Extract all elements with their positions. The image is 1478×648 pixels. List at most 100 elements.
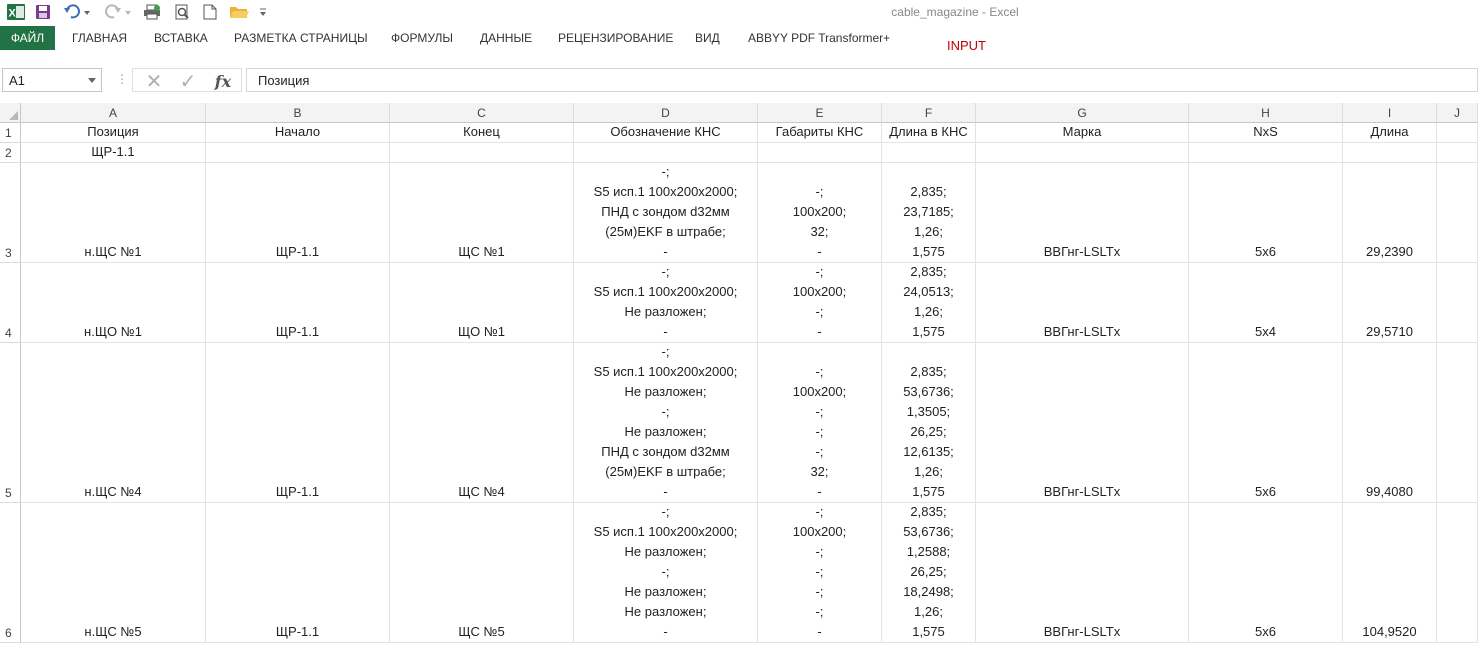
cell-d2[interactable] [574,143,758,163]
select-all-button[interactable] [0,103,21,123]
cell-g3[interactable]: ВВГнг-LSLTx [976,163,1189,263]
cell-b6[interactable]: ЩР-1.1 [206,503,390,643]
cell-a4[interactable]: н.ЩО №1 [21,263,206,343]
cell-i4[interactable]: 29,5710 [1343,263,1437,343]
row-header-3[interactable]: 3 [0,163,21,263]
column-header-j[interactable]: J [1437,103,1478,123]
cell-e3[interactable]: -; 100x200; 32; - [758,163,882,263]
column-header-e[interactable]: E [758,103,882,123]
cell-h1[interactable]: NxS [1189,123,1343,143]
column-header-h[interactable]: H [1189,103,1343,123]
name-box[interactable]: A1 [2,68,102,92]
print-preview-icon[interactable] [172,3,192,21]
cell-d5[interactable]: -; S5 исп.1 100x200x2000; Не разложен; -… [574,343,758,503]
cell-e1[interactable]: Габариты КНС [758,123,882,143]
cell-i5[interactable]: 99,4080 [1343,343,1437,503]
chevron-down-icon[interactable] [88,78,96,83]
insert-function-icon[interactable]: fx [214,71,232,91]
cell-f6[interactable]: 2,835; 53,6736; 1,2588; 26,25; 18,2498; … [882,503,976,643]
cell-d6[interactable]: -; S5 исп.1 100x200x2000; Не разложен; -… [574,503,758,643]
cell-g6[interactable]: ВВГнг-LSLTx [976,503,1189,643]
cell-j5[interactable] [1437,343,1478,503]
cell-c3[interactable]: ЩС №1 [390,163,574,263]
cell-j1[interactable] [1437,123,1478,143]
row-header-2[interactable]: 2 [0,143,21,163]
cell-g2[interactable] [976,143,1189,163]
enter-icon[interactable]: ✓ [179,70,197,93]
undo-icon[interactable] [62,3,92,21]
column-header-g[interactable]: G [976,103,1189,123]
tab-view[interactable]: ВИД [695,31,720,45]
cell-h6[interactable]: 5x6 [1189,503,1343,643]
cell-i1[interactable]: Длина [1343,123,1437,143]
column-header-a[interactable]: A [21,103,206,123]
column-header-f[interactable]: F [882,103,976,123]
new-document-icon[interactable] [200,3,220,21]
cell-f5[interactable]: 2,835; 53,6736; 1,3505; 26,25; 12,6135; … [882,343,976,503]
quick-print-icon[interactable] [142,3,162,21]
cancel-icon[interactable]: ✕ [145,70,163,93]
column-header-c[interactable]: C [390,103,574,123]
cell-g4[interactable]: ВВГнг-LSLTx [976,263,1189,343]
cell-i3[interactable]: 29,2390 [1343,163,1437,263]
redo-icon[interactable] [103,3,133,21]
cell-f2[interactable] [882,143,976,163]
cell-e2[interactable] [758,143,882,163]
tab-home[interactable]: ГЛАВНАЯ [72,31,128,45]
row-header-4[interactable]: 4 [0,263,21,343]
cell-h2[interactable] [1189,143,1343,163]
row-header-6[interactable]: 6 [0,503,21,643]
cell-a5[interactable]: н.ЩС №4 [21,343,206,503]
tab-file[interactable]: ФАЙЛ [0,26,55,50]
tab-page-layout[interactable]: РАЗМЕТКА СТРАНИЦЫ [234,31,368,45]
formula-input[interactable]: Позиция [246,68,1478,92]
cell-b3[interactable]: ЩР-1.1 [206,163,390,263]
tab-abbyy[interactable]: ABBYY PDF Transformer+ [748,31,891,45]
cell-c4[interactable]: ЩО №1 [390,263,574,343]
tab-formulas[interactable]: ФОРМУЛЫ [391,31,454,45]
cell-b4[interactable]: ЩР-1.1 [206,263,390,343]
formula-bar-grip[interactable]: ⋮ [116,72,128,86]
tab-review[interactable]: РЕЦЕНЗИРОВАНИЕ [558,31,674,45]
cell-j2[interactable] [1437,143,1478,163]
cell-e5[interactable]: -; 100x200; -; -; -; 32; - [758,343,882,503]
tab-input[interactable]: INPUT [947,38,986,53]
cell-a2[interactable]: ЩР-1.1 [21,143,206,163]
open-folder-icon[interactable] [228,3,250,21]
cell-f4[interactable]: 2,835; 24,0513; 1,26; 1,575 [882,263,976,343]
column-header-b[interactable]: B [206,103,390,123]
row-header-1[interactable]: 1 [0,123,21,143]
cell-e4[interactable]: -; 100x200; -; - [758,263,882,343]
cell-a6[interactable]: н.ЩС №5 [21,503,206,643]
cell-a1[interactable]: Позиция [21,123,206,143]
cell-j4[interactable] [1437,263,1478,343]
cell-h3[interactable]: 5x6 [1189,163,1343,263]
cell-h5[interactable]: 5x6 [1189,343,1343,503]
cell-j3[interactable] [1437,163,1478,263]
cell-c5[interactable]: ЩС №4 [390,343,574,503]
cell-c6[interactable]: ЩС №5 [390,503,574,643]
cell-f3[interactable]: 2,835; 23,7185; 1,26; 1,575 [882,163,976,263]
cell-a3[interactable]: н.ЩС №1 [21,163,206,263]
cell-d4[interactable]: -; S5 исп.1 100x200x2000; Не разложен; - [574,263,758,343]
cell-d3[interactable]: -; S5 исп.1 100x200x2000; ПНД с зондом d… [574,163,758,263]
save-icon[interactable] [33,3,53,21]
cell-g5[interactable]: ВВГнг-LSLTx [976,343,1189,503]
cell-b2[interactable] [206,143,390,163]
row-header-5[interactable]: 5 [0,343,21,503]
tab-insert[interactable]: ВСТАВКА [154,31,208,45]
cell-d1[interactable]: Обозначение КНС [574,123,758,143]
cell-i2[interactable] [1343,143,1437,163]
cell-j6[interactable] [1437,503,1478,643]
column-header-d[interactable]: D [574,103,758,123]
cell-b5[interactable]: ЩР-1.1 [206,343,390,503]
cell-c2[interactable] [390,143,574,163]
cell-f1[interactable]: Длина в КНС [882,123,976,143]
column-header-i[interactable]: I [1343,103,1437,123]
customize-qat-icon[interactable] [257,3,269,21]
cell-h4[interactable]: 5x4 [1189,263,1343,343]
tab-data[interactable]: ДАННЫЕ [480,31,533,45]
cell-e6[interactable]: -; 100x200; -; -; -; -; - [758,503,882,643]
cell-b1[interactable]: Начало [206,123,390,143]
cell-c1[interactable]: Конец [390,123,574,143]
